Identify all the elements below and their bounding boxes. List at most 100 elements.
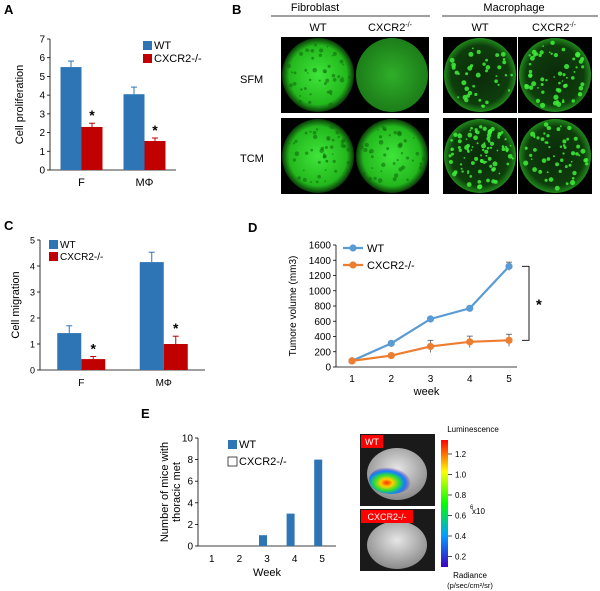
cell-speckle: [498, 132, 501, 135]
cell-speckle: [327, 138, 330, 141]
cell-speckle: [573, 70, 576, 73]
cell-speckle: [334, 169, 338, 173]
cell-speckle: [489, 146, 493, 149]
legend-swatch: [49, 240, 58, 249]
cell-speckle: [495, 75, 498, 78]
cell-speckle: [533, 148, 537, 152]
data-point: [348, 357, 356, 365]
cell-speckle: [457, 145, 461, 149]
cell-speckle: [524, 83, 528, 88]
cell-speckle: [481, 104, 484, 108]
cell-speckle: [581, 65, 585, 69]
cell-speckle: [540, 77, 545, 82]
cell-speckle: [548, 145, 551, 149]
cell-speckle: [382, 126, 387, 131]
cell-speckle: [565, 182, 569, 186]
cell-speckle: [312, 67, 318, 73]
color-scale-ticks: 1.2 1.0 0.8 0.6 0.4 0.2: [448, 450, 467, 562]
cell-speckle: [501, 147, 506, 152]
cell-speckle: [504, 74, 508, 77]
y-tick-label: 600: [314, 317, 331, 328]
legend-label: WT: [239, 439, 256, 451]
bar: [81, 126, 103, 170]
cell-speckle: [319, 48, 324, 53]
cell-speckle: [487, 140, 491, 143]
bar: [123, 94, 145, 170]
cell-speckle: [496, 149, 499, 152]
y-tick-label: 6: [187, 477, 193, 488]
cell-speckle: [304, 151, 309, 155]
cell-speckle: [584, 157, 589, 163]
scale-tick-label: 0.6: [455, 512, 467, 521]
cell-speckle: [329, 93, 333, 96]
cell-speckle: [562, 152, 565, 155]
cell-speckle: [564, 165, 568, 169]
cell-speckle: [471, 146, 474, 148]
cell-speckle: [467, 132, 473, 138]
cell-speckle: [325, 159, 329, 163]
cell-speckle: [294, 139, 298, 143]
cell-speckle: [342, 63, 345, 66]
cell-speckle: [562, 73, 566, 77]
cell-speckle: [556, 101, 562, 107]
legend-marker: [349, 244, 357, 252]
cell-speckle: [388, 134, 391, 137]
cell-speckle: [377, 178, 383, 183]
cell-speckle: [465, 138, 468, 140]
cell-speckle: [546, 126, 551, 131]
well-image-fib-ko-sfm: [356, 38, 428, 112]
y-axis-label: Number of mice withthoracic met: [159, 442, 183, 542]
cell-speckle: [284, 71, 287, 74]
cell-speckle: [406, 156, 410, 160]
scale-tick-label: 0.4: [455, 532, 467, 541]
x-tick-label: MΦ: [156, 378, 172, 389]
cell-speckle: [363, 147, 368, 153]
cell-speckle: [466, 149, 470, 152]
cell-speckle: [292, 81, 297, 86]
cell-speckle: [500, 131, 504, 134]
cell-speckle: [500, 51, 506, 57]
cell-speckle: [466, 182, 472, 187]
cell-speckle: [507, 89, 511, 92]
scale-tick-label: 0.8: [455, 491, 467, 500]
cell-speckle: [459, 163, 463, 166]
cell-speckle: [548, 177, 554, 182]
cell-speckle: [461, 80, 467, 86]
cell-speckle: [325, 78, 330, 83]
macrophage-header: Macrophage: [483, 2, 544, 14]
y-axis-label: Cell proliferation: [14, 65, 26, 144]
microscopy-panel: Fibroblast Macrophage WT CXCR2-/- WT CXC…: [240, 2, 598, 194]
cell-speckle: [487, 156, 492, 161]
cell-speckle: [313, 134, 318, 140]
cell-speckle: [318, 79, 321, 82]
cell-speckle: [298, 100, 302, 104]
cell-speckle: [337, 75, 341, 79]
cell-speckle: [378, 135, 383, 139]
cell-speckle: [502, 60, 507, 65]
cell-speckle: [486, 133, 492, 138]
cell-speckle: [564, 83, 568, 88]
y-tick-label: 1: [30, 340, 35, 350]
cell-speckle: [477, 169, 482, 174]
cell-speckle: [300, 88, 303, 91]
cell-speckle: [315, 180, 319, 184]
row-label-tcm: TCM: [240, 153, 264, 165]
cell-speckle: [371, 167, 374, 170]
cell-speckle: [381, 162, 386, 168]
cell-speckle: [318, 53, 322, 57]
cell-speckle: [419, 162, 423, 166]
cell-speckles: [284, 40, 589, 191]
y-tick-label: 5: [30, 236, 35, 246]
cell-speckle: [510, 73, 513, 77]
luminescence-label: Luminescence: [447, 425, 499, 434]
cell-speckle: [346, 147, 351, 152]
cell-speckle: [303, 87, 307, 90]
cell-speckle: [340, 143, 345, 148]
cell-speckle: [457, 96, 460, 99]
x-tick-label: 5: [319, 554, 325, 565]
panel-letter-c: C: [4, 218, 14, 233]
scale-tick-label: 0.2: [455, 553, 467, 562]
cell-speckle: [392, 177, 397, 182]
significance-bracket: [522, 265, 530, 341]
